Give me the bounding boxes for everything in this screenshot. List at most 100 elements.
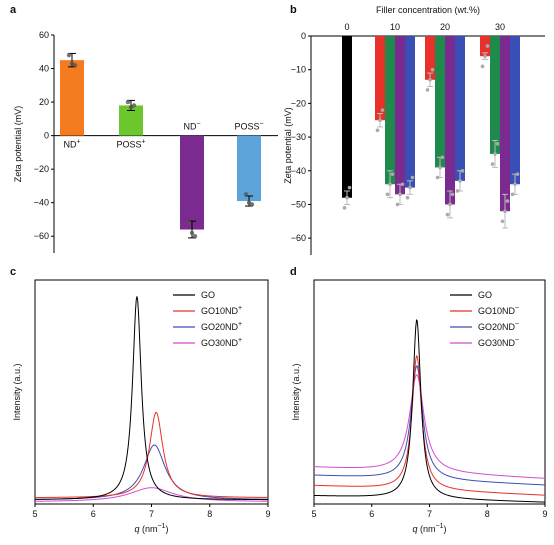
data-point-a [243,192,249,197]
x-tick-label-d: 7 [427,509,432,519]
data-point-b [345,195,349,200]
y-tick-label-a: −20 [34,164,49,174]
legend-entry-d: GO20ND− [478,321,519,332]
x-tick-label-c: 9 [265,509,270,519]
data-point-b [493,152,497,156]
data-point-a [189,230,195,236]
data-point-b [480,64,485,69]
y-tick-label-b: −10 [291,65,306,75]
data-point-b [445,212,450,217]
data-point-b [505,199,510,203]
legend-entry-c: GO [201,290,215,300]
series-line-d-0 [313,319,546,503]
y-axis-label-a: Zeta potential (mV) [13,106,23,183]
data-point-b [342,206,347,210]
data-point-b [513,182,517,187]
series-line-c-0 [34,296,268,501]
bar-b [405,36,415,188]
data-point-b [410,175,415,180]
x-axis-label-d: q (nm−1) [413,523,447,534]
bar-b [342,36,352,198]
bar-b [375,36,385,121]
series-line-c-3 [34,487,269,502]
data-point-b [430,67,435,72]
data-point-a [72,62,78,68]
x-axis-label-c: q (nm−1) [135,523,169,534]
x-tick-label-d: 9 [542,509,547,519]
data-point-b [495,142,500,146]
data-point-a [186,220,192,226]
series-line-c-1 [34,411,269,499]
bar-label-a: POSS+ [116,139,145,150]
legend-entry-c: GO20ND+ [201,321,242,332]
bar-b [490,36,500,154]
y-axis-label-b: Zeta potential (mV) [283,107,293,184]
bar-b [435,36,445,168]
y-tick-label-a: −40 [34,198,49,208]
data-point-b [440,155,445,160]
data-point-b [485,44,490,48]
bar-b [445,36,455,205]
data-point-a [66,52,72,58]
data-point-b [450,192,455,197]
x-tick-label-d: 6 [369,509,374,519]
data-point-b [395,202,400,207]
group-label-b: 30 [495,22,505,32]
data-point-b [500,219,505,224]
y-axis-label-c: Intensity (a.u.) [12,363,22,420]
y-tick-label-b: −60 [291,233,306,243]
series-line-d-3 [313,374,546,479]
data-point-a [131,103,137,108]
y-tick-label-b: 0 [301,31,306,41]
data-point-b [515,172,520,176]
x-tick-label-d: 5 [311,509,316,519]
y-axis-label-d: Intensity (a.u.) [291,363,301,420]
bar-label-a: POSS− [234,121,263,132]
data-point-b [347,185,352,190]
bar-b [425,36,435,80]
data-point-b [428,78,432,82]
data-point-b [380,108,385,112]
data-point-b [378,118,382,123]
data-point-b [483,54,487,59]
legend-entry-c: GO10ND+ [201,305,242,316]
data-point-b [503,209,507,213]
bar-a-2 [180,135,204,230]
data-point-b [448,202,452,207]
data-point-b [438,165,442,170]
series-line-d-2 [313,365,546,486]
panel-label-c: c [10,266,16,278]
x-tick-label-d: 8 [485,509,490,519]
legend-entry-d: GO [478,290,492,300]
group-label-b: 0 [344,22,349,32]
chart-title-b: Filler concentration (wt.%) [376,5,480,15]
y-tick-label-a: 60 [39,30,49,40]
y-tick-label-b: −40 [291,166,306,176]
data-point-a [125,99,131,105]
data-point-a [249,202,255,207]
data-point-b [455,189,460,193]
data-point-b [425,88,430,92]
panel-label-d: d [290,266,297,278]
data-point-b [390,172,395,176]
y-tick-label-b: −30 [291,132,306,142]
group-label-b: 20 [440,22,450,32]
x-tick-label-c: 6 [91,509,96,519]
bar-b [480,36,490,57]
x-tick-label-c: 7 [149,509,154,519]
panel-label-a: a [10,4,17,16]
y-tick-label-a: 20 [39,97,49,107]
bar-b [500,36,510,212]
x-tick-label-c: 5 [32,509,37,519]
bar-b [455,36,465,181]
bar-b [510,36,520,185]
bar-label-a: ND− [183,121,200,132]
bar-a-0 [60,60,84,136]
bar-a-3 [237,135,261,202]
data-point-a [192,234,198,239]
data-point-b [388,182,392,187]
y-tick-label-a: −60 [34,231,49,241]
data-point-b [435,175,440,180]
series-line-d-1 [313,355,546,496]
